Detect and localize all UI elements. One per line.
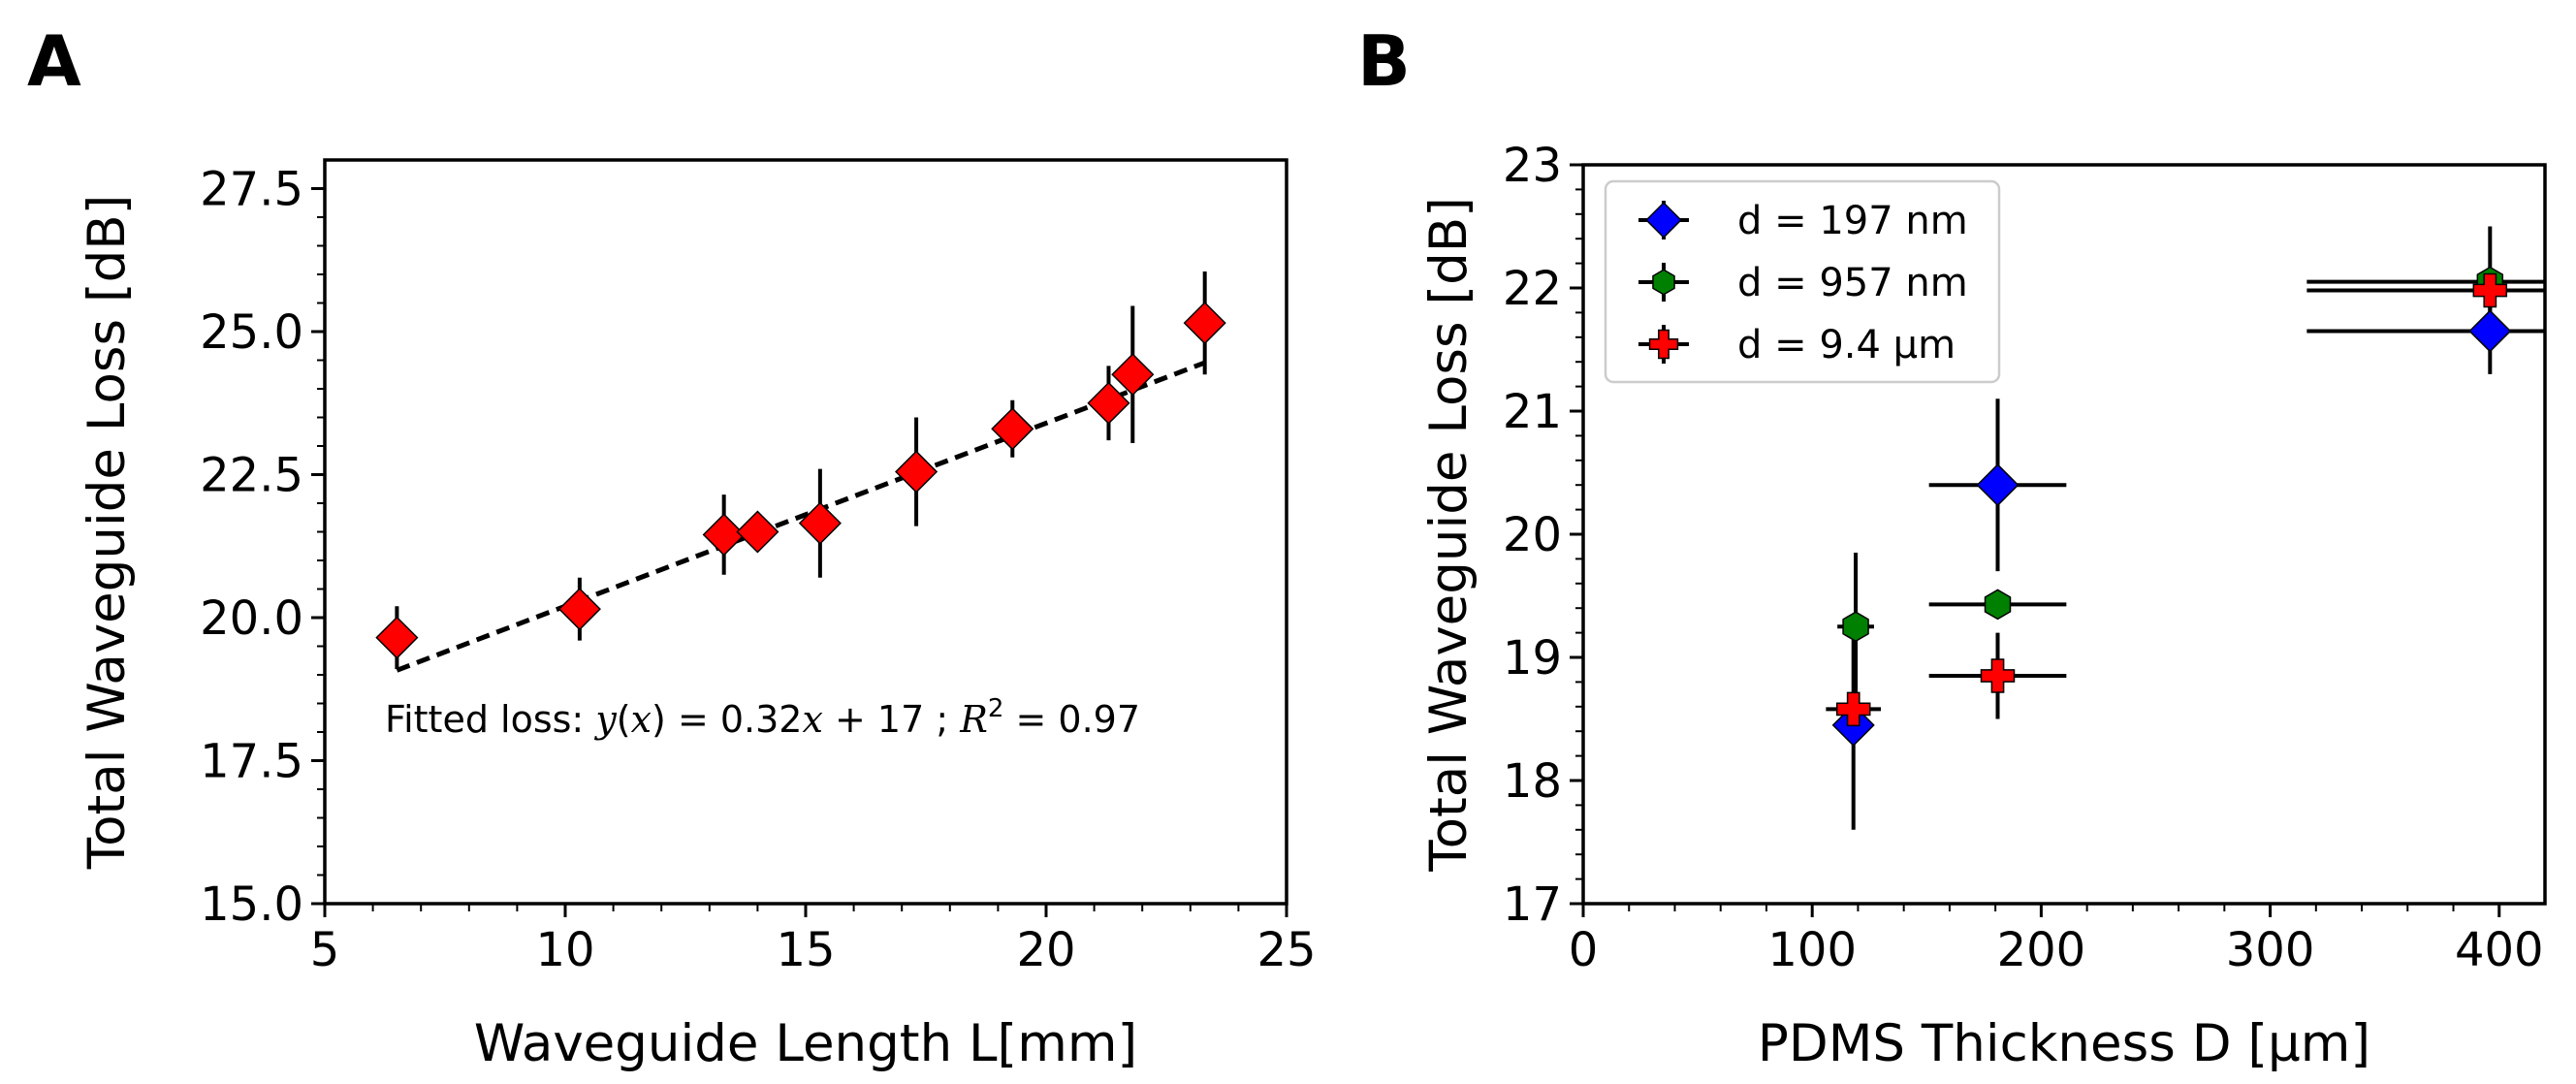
legend-label: d = 9.4 μm	[1737, 323, 1956, 367]
panel-a-y-ticks: 15.0 17.5 20.0 22.5 25.0 27.5	[200, 163, 325, 932]
panel-b-x-axis-label: PDMS Thickness D [μm]	[1758, 1014, 2370, 1073]
y-tick-label: 17.5	[200, 735, 303, 789]
y-tick-label: 27.5	[200, 163, 303, 217]
panel-b-chart: 0 100 200 300 400 17 18 19 20 21 22 23 PDMS Thickn…	[1419, 139, 2547, 1073]
annot-r-exponent: 2	[988, 694, 1004, 723]
data-point-diamond	[1087, 381, 1130, 425]
annot-eq-var: x	[631, 698, 652, 741]
x-tick-label: 5	[310, 923, 340, 977]
panel-a-fit-annotation: Fitted loss: y(x) = 0.32x + 17 ; R2 = 0.…	[385, 694, 1140, 741]
data-point-diamond	[991, 407, 1034, 451]
data-point-diamond	[375, 616, 419, 659]
annot-eq-rhs2: + 17 ;	[823, 698, 960, 741]
data-point-diamond	[895, 450, 938, 494]
legend-box	[1604, 179, 2001, 384]
legend-marker-diamond	[1645, 202, 1682, 239]
data-point-plus	[1980, 658, 2016, 693]
annot-paren-close: )	[652, 698, 666, 741]
panel-a-chart: 5 10 15 20 25 15.0 17.5 20.0 22.5 25.0 27.5 Waveg…	[78, 158, 1317, 1073]
panel-a-plot-frame	[323, 158, 1288, 906]
data-point-diamond	[1976, 463, 2019, 507]
annot-prefix: Fitted loss:	[385, 698, 595, 741]
y-tick-label: 15.0	[200, 877, 303, 932]
x-tick-label: 100	[1767, 923, 1857, 977]
annot-r-rhs: = 0.97	[1003, 698, 1140, 741]
panel-a-fit-line	[396, 360, 1206, 673]
data-point-hexagon	[1842, 611, 1869, 643]
x-tick-label: 0	[1569, 923, 1599, 977]
x-tick-label: 300	[2226, 923, 2315, 977]
fit-line	[396, 360, 1206, 673]
annot-eq-var2: x	[802, 698, 822, 741]
panel-b-y-ticks: 17 18 19 20 21 22 23	[1503, 139, 1583, 932]
x-tick-label: 25	[1256, 923, 1316, 977]
data-point-diamond	[798, 501, 842, 545]
y-tick-label: 22	[1503, 262, 1562, 316]
data-point-diamond	[702, 513, 746, 557]
x-tick-label: 15	[776, 923, 835, 977]
y-tick-label: 19	[1503, 631, 1562, 685]
legend-marker-hexagon	[1652, 269, 1675, 296]
x-tick-label: 10	[535, 923, 594, 977]
panel-b-plot-frame	[1581, 163, 2547, 906]
panel-a-x-axis-label: Waveguide Length L[mm]	[474, 1014, 1137, 1073]
data-point-diamond	[1183, 302, 1226, 345]
y-tick-label: 23	[1503, 139, 1562, 193]
y-tick-label: 21	[1503, 385, 1562, 439]
x-tick-label: 400	[2455, 923, 2544, 977]
panel-b-legend: d = 197 nm d = 957 nm d = 9.4 μm	[1604, 179, 2001, 384]
annot-r-symbol: R	[959, 698, 988, 741]
panel-a-y-axis-label: Total Waveguide Loss [dB]	[78, 195, 137, 871]
data-point-diamond	[1111, 353, 1155, 397]
data-point-hexagon	[1984, 589, 2012, 621]
panel-b-data-points	[1826, 226, 2545, 830]
y-tick-label: 20.0	[200, 591, 303, 646]
data-point-diamond	[736, 510, 779, 554]
panel-letter-b: B	[1357, 20, 1411, 102]
annot-eq-rhs1: = 0.32	[666, 698, 803, 741]
x-tick-label: 200	[1997, 923, 2086, 977]
y-tick-label: 22.5	[200, 449, 303, 503]
panel-a-data-points	[375, 271, 1226, 670]
panel-letter-a: A	[27, 20, 81, 102]
data-point-plus	[1835, 691, 1871, 727]
data-point-diamond	[557, 588, 601, 631]
panel-b-x-ticks: 0 100 200 300 400	[1569, 904, 2544, 977]
panel-a-x-ticks: 5 10 15 20 25	[310, 904, 1317, 977]
panel-b-y-axis-label: Total Waveguide Loss [dB]	[1419, 197, 1479, 873]
legend-marker-plus	[1648, 329, 1679, 360]
y-tick-label: 20	[1503, 508, 1562, 562]
data-point-plus	[2472, 272, 2508, 308]
data-point-diamond	[2468, 309, 2512, 353]
legend-label: d = 957 nm	[1737, 261, 1968, 305]
y-tick-label: 18	[1503, 754, 1562, 809]
y-tick-label: 25.0	[200, 305, 303, 360]
y-tick-label: 17	[1503, 877, 1562, 932]
legend-label: d = 197 nm	[1737, 199, 1968, 243]
x-tick-label: 20	[1016, 923, 1075, 977]
annot-eq-lhs: y	[593, 698, 617, 741]
annot-paren-open: (	[617, 698, 631, 741]
